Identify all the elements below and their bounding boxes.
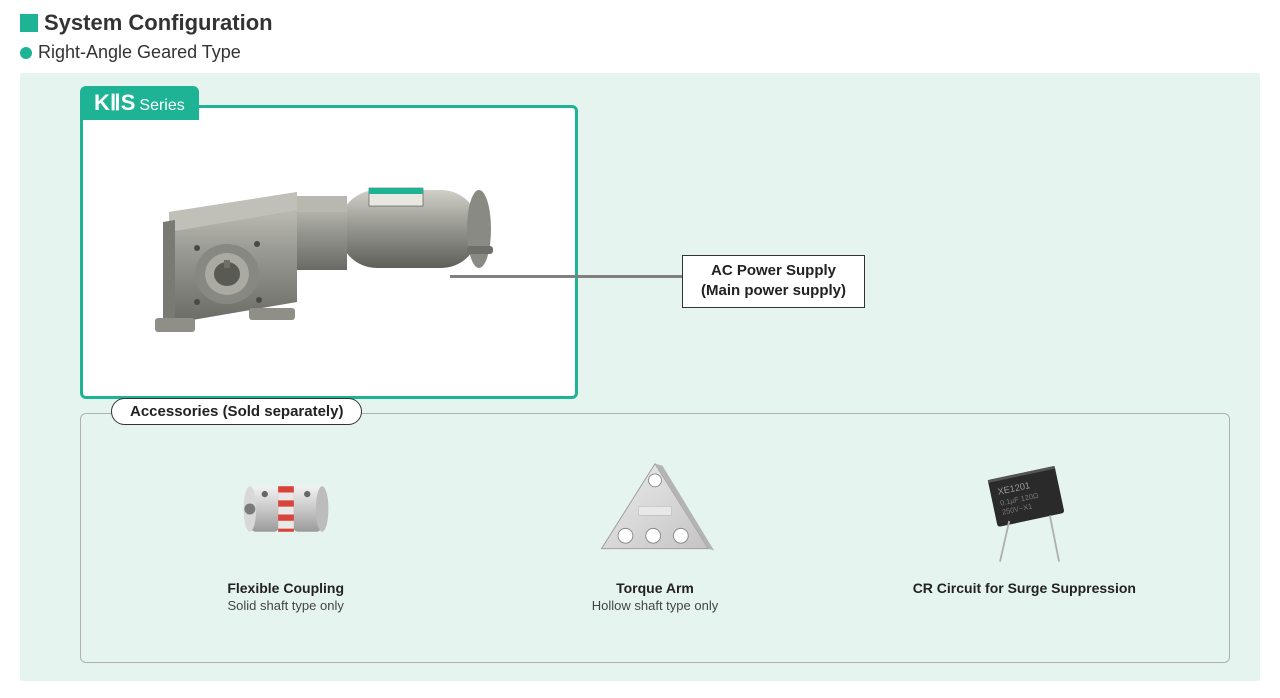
accessory-torque-arm-sub: Hollow shaft type only	[592, 598, 718, 613]
page-container: System Configuration Right-Angle Geared …	[0, 0, 1280, 698]
accessory-torque-arm-title: Torque Arm	[616, 580, 694, 596]
coupling-icon	[216, 444, 356, 574]
motor-illustration	[83, 108, 575, 396]
power-supply-box: AC Power Supply (Main power supply)	[682, 255, 865, 308]
torque-arm-icon	[585, 444, 725, 574]
accessory-coupling: Flexible Coupling Solid shaft type only	[108, 444, 463, 613]
accessory-cr-title: CR Circuit for Surge Suppression	[913, 580, 1136, 596]
accessory-coupling-sub: Solid shaft type only	[227, 598, 343, 613]
accessory-cr-circuit: XE1201 0.1µF 120Ω 250V~X1 CR Circuit for…	[847, 444, 1202, 598]
page-title: System Configuration	[44, 10, 273, 36]
accessories-row: Flexible Coupling Solid shaft type only	[81, 414, 1229, 662]
subtitle-row: Right-Angle Geared Type	[20, 42, 1260, 63]
cr-circuit-icon: XE1201 0.1µF 120Ω 250V~X1	[954, 444, 1094, 574]
accessories-panel: Accessories (Sold separately)	[80, 413, 1230, 663]
motor-icon	[149, 152, 509, 352]
connection-line	[450, 275, 682, 278]
accessories-header: Accessories (Sold separately)	[111, 398, 362, 425]
subtitle-bullet-icon	[20, 47, 32, 59]
main-panel: KⅡS Series	[20, 73, 1260, 681]
title-square-icon	[20, 14, 38, 32]
subtitle-text: Right-Angle Geared Type	[38, 42, 241, 63]
title-row: System Configuration	[20, 10, 1260, 36]
accessory-torque-arm: Torque Arm Hollow shaft type only	[478, 444, 833, 613]
power-line2: (Main power supply)	[701, 281, 846, 301]
accessory-coupling-title: Flexible Coupling	[227, 580, 344, 596]
power-line1: AC Power Supply	[701, 261, 846, 281]
series-box: KⅡS Series	[80, 105, 578, 399]
